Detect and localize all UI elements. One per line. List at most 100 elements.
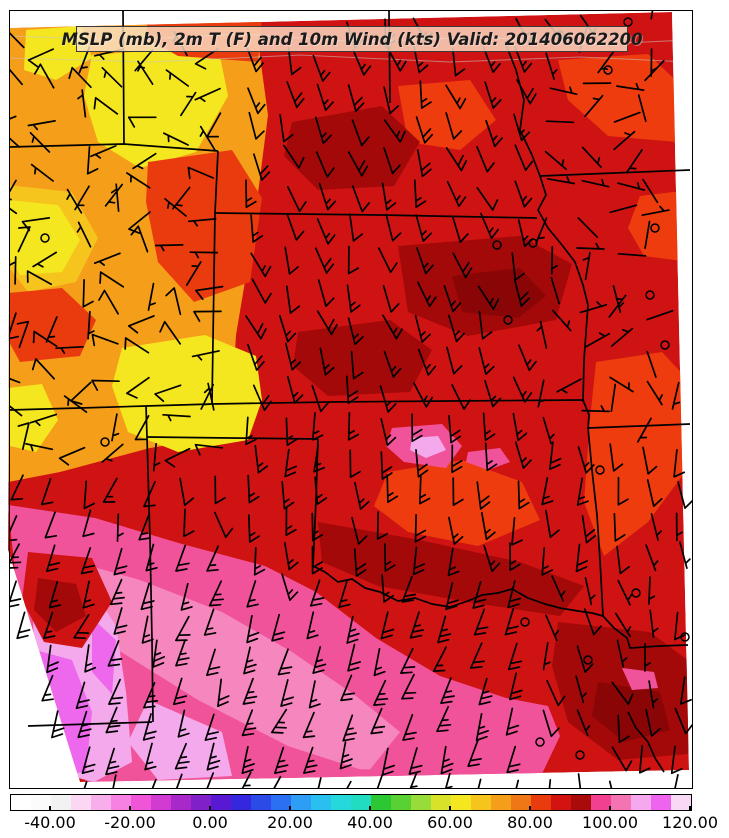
wind-barb	[83, 781, 88, 789]
wind-barb	[172, 677, 188, 706]
wind-barb	[444, 772, 453, 789]
wind-barb	[316, 310, 338, 336]
wind-barb	[175, 773, 183, 789]
wind-barb	[381, 747, 396, 776]
wind-barb	[440, 677, 455, 705]
wind-barb	[638, 745, 651, 774]
wind-barb	[467, 740, 482, 768]
wind-barb	[284, 342, 302, 371]
wind-barb	[448, 516, 464, 545]
wind-barb	[246, 580, 259, 608]
wind-barb	[126, 172, 151, 189]
wind-barb	[31, 358, 56, 380]
wind-barb	[445, 147, 468, 172]
wind-barb	[130, 225, 149, 253]
wind-barb	[308, 680, 321, 709]
wind-barb	[274, 746, 289, 775]
wind-barb	[32, 330, 58, 348]
wind-barb	[443, 285, 462, 313]
wind-barb	[646, 309, 674, 321]
wind-barb	[484, 379, 502, 408]
wind-barb	[383, 350, 402, 378]
wind-barb	[311, 512, 324, 542]
wind-barb	[86, 145, 99, 175]
wind-barb	[101, 66, 123, 88]
wind-barb	[312, 646, 327, 674]
colorbar-segment	[431, 795, 451, 810]
wind-barb	[313, 444, 326, 473]
wind-barb	[548, 779, 552, 789]
colorbar-segment	[491, 795, 511, 810]
wind-barb	[174, 742, 190, 770]
wind-barb	[381, 574, 395, 603]
wind-barb	[82, 580, 95, 609]
colorbar-segment	[331, 795, 351, 810]
wind-barb	[613, 111, 641, 123]
wind-barb	[617, 714, 630, 744]
wind-barb	[154, 244, 184, 252]
wind-barb	[480, 212, 500, 240]
wind-barb	[185, 261, 202, 286]
wind-barb	[476, 145, 495, 173]
wind-barb	[51, 710, 65, 739]
wind-barb	[285, 417, 298, 447]
wind-barb	[91, 333, 119, 347]
wind-barb	[617, 182, 646, 191]
wind-barb	[670, 745, 683, 775]
wind-barb	[472, 581, 487, 609]
wind-barb	[385, 213, 402, 242]
wind-barb	[484, 81, 502, 109]
wind-barb	[76, 221, 92, 248]
colorbar-segment	[531, 795, 551, 810]
wind-barb	[679, 541, 691, 570]
wind-barb	[126, 376, 150, 399]
wind-barb	[649, 609, 659, 638]
wind-barb	[650, 513, 663, 541]
wind-barb	[29, 131, 51, 153]
wind-barb	[347, 151, 369, 177]
wind-barb	[383, 119, 406, 143]
wind-barb	[284, 246, 299, 275]
wind-barb	[58, 446, 86, 466]
wind-barb	[382, 285, 400, 313]
wind-barb	[104, 183, 124, 207]
temp-region-orchid-ok-dot	[410, 436, 446, 458]
wind-barb	[550, 276, 560, 305]
wind-barb	[608, 780, 613, 789]
wind-barb	[383, 147, 401, 175]
wind-barb	[319, 347, 335, 376]
wind-barb	[16, 320, 30, 349]
colorbar-tick-label: 120.00	[662, 813, 718, 832]
wind-barb	[247, 514, 260, 543]
wind-barb	[545, 614, 560, 642]
wind-barb	[68, 66, 92, 89]
wind-barb	[143, 681, 159, 709]
wind-barb	[147, 282, 156, 311]
calm-circle-icon	[492, 240, 502, 250]
wind-barb	[641, 205, 670, 217]
wind-barb	[446, 346, 463, 375]
wind-barb	[544, 150, 567, 171]
wind-barb	[48, 580, 62, 609]
wind-barb	[247, 474, 260, 504]
wind-barb	[408, 747, 423, 775]
wind-barb	[478, 677, 493, 706]
wind-barb	[636, 417, 652, 443]
wind-barb	[203, 382, 215, 411]
wind-barb	[373, 679, 389, 706]
calm-circle-icon	[631, 588, 641, 598]
wind-barb	[175, 639, 190, 667]
wind-barb	[17, 226, 31, 253]
wind-barb	[312, 54, 331, 82]
wind-barb	[285, 285, 301, 314]
wind-barb	[138, 513, 151, 541]
colorbar-segment	[311, 795, 331, 810]
wind-barb	[199, 125, 216, 151]
wind-barb	[415, 214, 432, 242]
wind-barb	[164, 198, 187, 217]
wind-barb	[316, 83, 334, 112]
wind-barb	[511, 252, 525, 281]
wind-barb	[549, 86, 578, 96]
colorbar-segment	[191, 795, 211, 810]
colorbar-tick-label: -20.00	[104, 813, 156, 832]
